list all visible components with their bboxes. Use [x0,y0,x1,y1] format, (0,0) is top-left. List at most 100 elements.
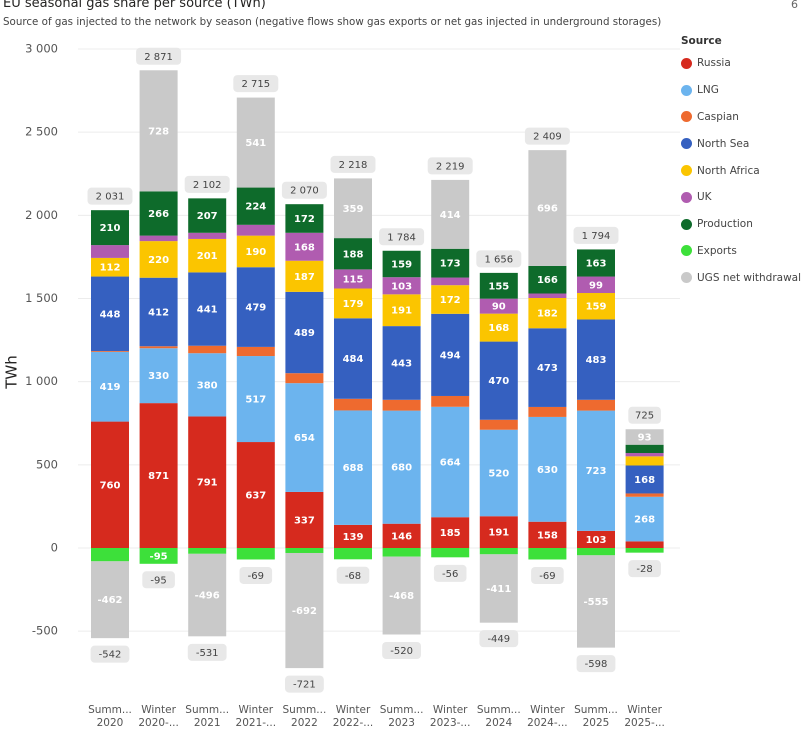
bar-exports [236,548,275,560]
legend-item-caspian[interactable]: Caspian [681,104,801,131]
legend-label: Production [697,218,753,231]
legend-label: Russia [697,57,731,70]
segment-label-north-sea: 448 [100,309,121,320]
legend-item-russia[interactable]: Russia [681,50,801,77]
x-tick-label: Summ... [283,704,327,716]
segment-label-ugs-net-withdrawal: 696 [537,204,558,215]
segment-label-ugs-net-withdrawal: 414 [440,210,461,221]
segment-label-ugs-net-withdrawal: 359 [343,204,364,215]
bar-exports [382,548,421,557]
bar-lng [236,356,275,443]
total-label-positive: 1 656 [484,254,513,265]
segment-label-ugs-net-withdrawal: -468 [389,591,414,602]
legend-item-north-africa[interactable]: North Africa [681,157,801,184]
bar-uk [139,235,178,242]
segment-label-uk: 115 [343,274,364,285]
bar-caspian [528,406,567,417]
bar-production [577,249,615,277]
total-label-negative: -69 [539,571,555,582]
segment-label-production: 166 [537,275,558,286]
bar-north-sea [285,291,324,374]
legend-item-production[interactable]: Production [681,211,801,238]
legend-label: UK [697,191,712,204]
bar-caspian [91,351,129,352]
segment-label-lng: 680 [391,463,412,474]
bar-ugs-net-withdrawal [236,97,275,188]
total-label-positive-box [233,75,279,93]
legend-dot-icon [681,57,692,69]
x-tick-label: 2023 [388,717,415,729]
segment-label-uk: 168 [294,242,315,253]
bar-north-africa [479,313,518,342]
segment-label-russia: 158 [537,530,558,541]
bar-north-africa [382,294,421,327]
stacked-bar-chart: 3 000 2 500 2 000 1 500 1 000 500 0 -500 TWh 760 4… [3,42,680,729]
legend-item-ugs-net-withdrawal[interactable]: UGS net withdrawal [681,264,801,291]
bar-north-sea [625,465,664,494]
bar-russia [382,523,421,548]
bar-north-sea [334,318,372,399]
segment-label-north-sea: 412 [148,307,169,318]
legend-item-lng[interactable]: LNG [681,77,801,104]
segment-label-ugs-net-withdrawal: -555 [583,597,608,608]
bar-ugs-net-withdrawal [479,554,518,623]
segment-label-production: 159 [391,259,412,270]
total-label-positive-box [136,47,182,65]
bar-lng [625,496,664,542]
x-tick-label: 2021-... [236,717,277,729]
segment-label-uk: 99 [589,280,603,291]
segment-label-lng: 630 [537,465,558,476]
segment-label-production: 188 [343,249,364,260]
segment-label-production: 173 [440,259,461,270]
total-label-positive-box [524,127,570,145]
bar-russia [577,530,615,548]
bar-lng [139,348,178,404]
bar-north-africa [334,288,372,319]
bar-production [625,444,664,454]
y-tick-label: 1 000 [25,374,58,388]
legend-dot-icon [681,138,692,150]
segment-label-uk: 90 [492,302,506,313]
y-tick-label: 1 500 [25,291,58,305]
segment-label-russia: 871 [148,471,169,482]
total-label-positive: 2 218 [339,160,368,171]
x-tick-label: Summ... [185,704,229,716]
bar-north-sea [236,267,275,347]
bar-north-africa [188,238,227,273]
bar-lng [382,410,421,524]
x-tick-label: 2024 [485,717,512,729]
segment-label-russia: 139 [343,532,364,543]
x-tick-label: Winter [141,704,176,716]
bar-uk [577,276,615,294]
x-tick-label: Summ... [88,704,132,716]
bar-caspian [139,346,178,349]
x-tick-label: Winter [433,704,468,716]
segment-label-north-sea: 483 [586,355,607,366]
y-tick-label: 2 000 [25,208,58,222]
bar-uk [431,277,470,286]
x-tick-label: 2024-... [527,717,568,729]
total-label-negative: -542 [99,650,122,661]
bar-north-sea [91,276,129,352]
segment-label-north-sea: 441 [197,305,218,316]
bar-exports [577,548,615,556]
legend-dot-icon [681,272,692,284]
legend: Source Russia LNG Caspian North Sea North Af… [681,35,801,291]
y-tick-label: 3 000 [25,42,58,56]
bar-uk [188,232,227,239]
segment-label-ugs-net-withdrawal: -496 [195,591,220,602]
segment-label-north-sea: 484 [343,354,364,365]
bar-uk [236,224,275,236]
segment-label-production: 163 [586,258,607,269]
bar-exports [479,548,518,555]
segment-label-ugs-net-withdrawal: 728 [148,126,169,137]
segment-label-lng: 664 [440,458,461,469]
legend-item-exports[interactable]: Exports [681,238,801,265]
x-tick-label: Summ... [380,704,424,716]
legend-item-uk[interactable]: UK [681,184,801,211]
segment-label-lng: 654 [294,433,315,444]
legend-title: Source [681,35,722,47]
bar-uk [625,453,664,457]
legend-item-north-sea[interactable]: North Sea [681,130,801,157]
total-label-negative-box [239,566,273,584]
